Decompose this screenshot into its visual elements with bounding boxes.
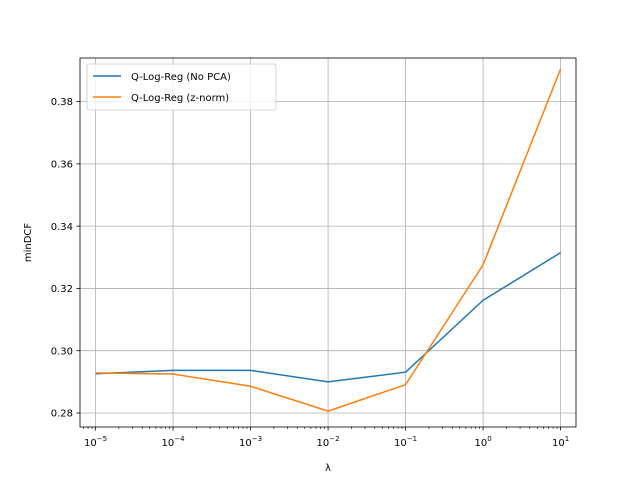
x-tick-label-exponent: −4 xyxy=(174,435,185,443)
legend: Q-Log-Reg (No PCA) Q-Log-Reg (z-norm) xyxy=(86,63,277,111)
x-tick-label-exponent: −5 xyxy=(97,435,107,443)
x-tick-label: 10−1 xyxy=(394,435,417,449)
x-axis: 10−5 10−4 10−3 10−2 10−1 100 101 xyxy=(83,427,569,449)
x-tick-label-base: 10 xyxy=(84,438,97,449)
y-axis: 0.28 0.30 0.32 0.34 0.36 0.38 xyxy=(51,97,80,420)
y-tick-label: 0.34 xyxy=(51,222,73,233)
x-tick-label-exponent: 0 xyxy=(487,435,491,443)
x-tick-label-exponent: −1 xyxy=(407,435,417,443)
x-tick-label-base: 10 xyxy=(162,438,175,449)
x-tick-label-exponent: −2 xyxy=(329,435,339,443)
y-tick-label: 0.36 xyxy=(51,159,73,170)
x-tick-label: 10−4 xyxy=(162,435,186,449)
y-tick-label: 0.32 xyxy=(51,284,73,295)
series-layer xyxy=(95,68,562,412)
x-tick-label: 10−2 xyxy=(317,435,340,449)
x-tick-label-base: 10 xyxy=(552,438,565,449)
x-tick-label: 101 xyxy=(552,435,569,449)
x-tick-label-exponent: −3 xyxy=(252,435,262,443)
x-tick-label-base: 10 xyxy=(317,438,330,449)
y-axis-label: minDCF xyxy=(23,223,34,263)
x-tick-label: 100 xyxy=(474,435,491,449)
legend-box xyxy=(86,63,277,111)
x-tick-label-exponent: 1 xyxy=(565,435,569,443)
y-tick-label: 0.30 xyxy=(51,346,73,357)
x-axis-label: λ xyxy=(325,463,331,474)
grid xyxy=(80,58,576,427)
y-tick-label: 0.38 xyxy=(51,97,73,108)
x-tick-label-base: 10 xyxy=(239,438,252,449)
legend-label: Q-Log-Reg (z-norm) xyxy=(131,93,229,104)
x-tick-label: 10−3 xyxy=(239,435,262,449)
x-tick-label-base: 10 xyxy=(394,438,407,449)
y-tick-label: 0.28 xyxy=(51,409,73,420)
x-tick-label-base: 10 xyxy=(474,438,487,449)
x-tick-label: 10−5 xyxy=(84,435,107,449)
legend-label: Q-Log-Reg (No PCA) xyxy=(131,72,231,83)
